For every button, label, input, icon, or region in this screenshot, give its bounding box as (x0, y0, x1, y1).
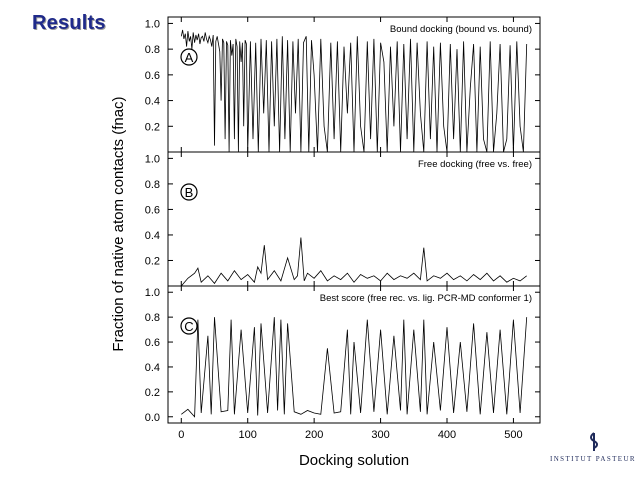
panel-letter-a: A (185, 50, 194, 65)
x-tick-label: 500 (504, 429, 522, 441)
y-tick-label: 0.8 (145, 44, 160, 56)
x-tick-label: 400 (438, 429, 456, 441)
series-line-b-0 (180, 237, 527, 287)
panel-letter-b: B (185, 185, 194, 200)
x-tick-label: 200 (305, 429, 323, 441)
panel-title-c: Best score (free rec. vs. lig. PCR-MD co… (320, 293, 532, 304)
panel-frame-a (167, 16, 541, 153)
logo-text: INSTITUT PASTEUR (550, 455, 636, 463)
y-tick-label: 0.8 (145, 179, 160, 191)
y-tick-label: 0.2 (145, 255, 160, 267)
y-tick-label: 0.8 (145, 312, 160, 324)
y-tick-label: 0.4 (145, 230, 160, 242)
x-tick-label: 300 (371, 429, 389, 441)
y-tick-label: 1.0 (145, 153, 160, 165)
pasteur-emblem-icon (590, 432, 598, 451)
series-line-a-0 (180, 29, 528, 153)
y-tick-label: 0.2 (145, 121, 160, 133)
panel-frame-c (167, 285, 541, 424)
y-tick-label: 0.6 (145, 204, 160, 216)
y-axis-label: Fraction of native atom contacts (fnac) (110, 96, 127, 351)
panel-letter-c: C (184, 319, 193, 334)
y-tick-label: 0.2 (145, 387, 160, 399)
panel-badge-c (180, 317, 198, 335)
institut-pasteur-logo: INSTITUT PASTEUR (546, 432, 640, 472)
y-tick-label: 1.0 (145, 287, 160, 299)
series-line-c-0 (181, 317, 528, 418)
x-axis-label: Docking solution (299, 452, 409, 469)
y-tick-label: 0.4 (145, 362, 160, 374)
x-tick-label: 100 (239, 429, 257, 441)
y-tick-label: 1.0 (145, 18, 160, 30)
panel-badge-b (180, 183, 198, 201)
y-tick-label: 0.6 (145, 337, 160, 349)
y-tick-label: 0.6 (145, 70, 160, 82)
panel-badge-a (180, 48, 198, 66)
panel-frame-b (167, 151, 541, 287)
y-tick-label: 0.4 (145, 96, 160, 108)
y-tick-label: 0.0 (145, 412, 160, 424)
panel-title-a: Bound docking (bound vs. bound) (390, 24, 532, 35)
slide-title: Results (32, 12, 106, 34)
x-tick-label: 0 (178, 429, 184, 441)
panel-title-b: Free docking (free vs. free) (418, 159, 532, 170)
